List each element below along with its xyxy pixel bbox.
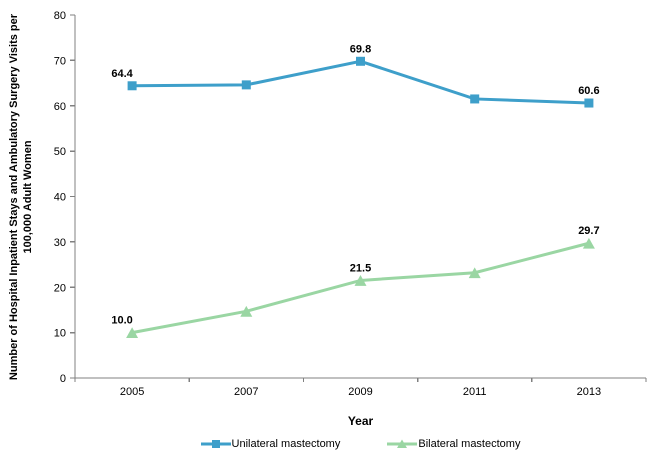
svg-text:2013: 2013	[577, 386, 601, 398]
svg-text:60: 60	[54, 101, 66, 113]
svg-text:10: 10	[54, 328, 66, 340]
svg-text:30: 30	[54, 237, 66, 249]
legend-item-bilateral: Bilateral mastectomy	[387, 438, 520, 450]
svg-text:70: 70	[54, 55, 66, 67]
svg-text:21.5: 21.5	[350, 262, 371, 274]
svg-text:80: 80	[54, 10, 66, 22]
svg-text:2009: 2009	[348, 386, 372, 398]
svg-text:29.7: 29.7	[578, 225, 599, 237]
svg-text:64.4: 64.4	[111, 68, 133, 80]
svg-text:50: 50	[54, 146, 66, 158]
svg-text:2007: 2007	[234, 386, 258, 398]
svg-text:69.8: 69.8	[350, 43, 371, 55]
legend-item-unilateral: Unilateral mastectomy	[200, 438, 341, 450]
svg-text:10.0: 10.0	[111, 315, 132, 327]
unilateral-line-marker-icon	[200, 440, 231, 448]
legend-label-bilateral: Bilateral mastectomy	[418, 438, 521, 450]
x-axis-title: Year	[347, 414, 374, 428]
svg-text:0: 0	[60, 373, 66, 385]
svg-text:60.6: 60.6	[578, 85, 599, 97]
svg-text:2011: 2011	[463, 386, 487, 398]
legend-label-unilateral: Unilateral mastectomy	[231, 438, 341, 450]
svg-text:2005: 2005	[120, 386, 144, 398]
legend: Unilateral mastectomy Bilateral mastecto…	[75, 438, 646, 450]
svg-text:40: 40	[54, 192, 66, 204]
bilateral-line-marker-icon	[387, 439, 418, 448]
svg-text:20: 20	[54, 282, 66, 294]
